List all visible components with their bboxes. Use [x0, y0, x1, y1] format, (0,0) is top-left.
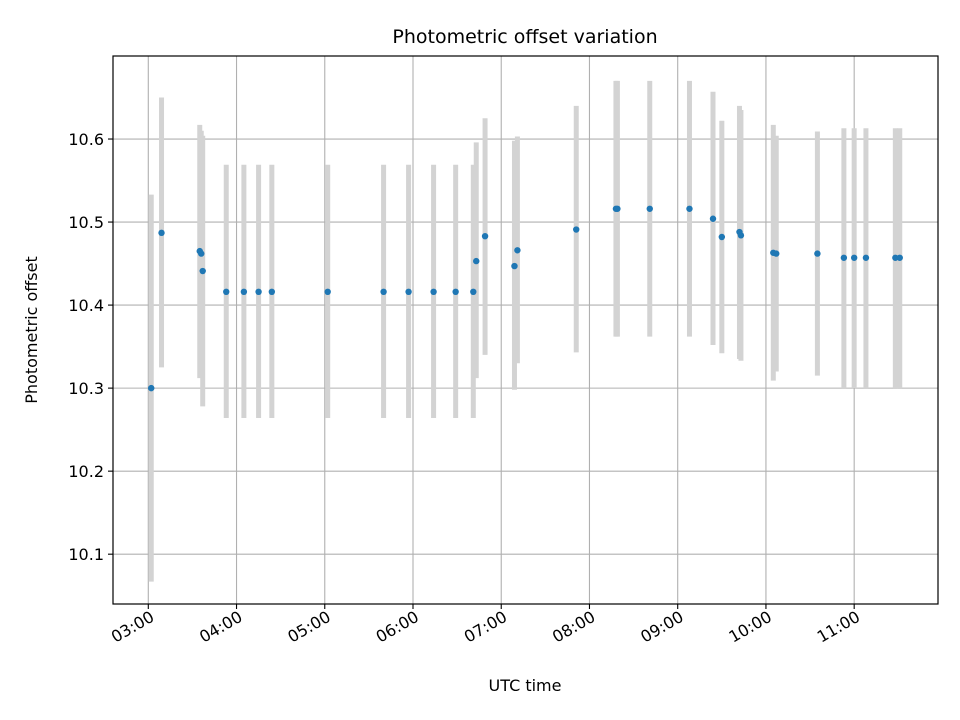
data-point: [481, 232, 489, 240]
y-tick-label: 10.6: [68, 130, 104, 149]
data-points: [148, 205, 903, 392]
data-point: [158, 229, 165, 237]
plot-frame: [112, 55, 939, 605]
data-point: [255, 288, 262, 296]
data-point: [840, 254, 848, 261]
data-point: [473, 257, 480, 265]
data-point: [148, 384, 155, 392]
data-point: [514, 247, 521, 254]
data-point: [814, 250, 821, 257]
y-tick-label: 10.3: [68, 379, 104, 398]
data-point: [511, 262, 518, 270]
y-tick-label: 10.2: [68, 462, 104, 481]
data-point: [268, 288, 276, 296]
y-tick-label: 10.4: [68, 296, 104, 315]
y-tick-label: 10.5: [68, 213, 104, 232]
data-point: [380, 288, 387, 296]
y-axis-ticks: 10.1 10.2 10.3 10.4 10.5 10.6: [68, 130, 113, 564]
data-point: [452, 288, 459, 296]
data-point: [614, 205, 621, 212]
data-point: [896, 254, 903, 261]
data-point: [405, 288, 412, 296]
data-point: [199, 267, 206, 275]
data-point: [324, 288, 331, 296]
data-point: [223, 288, 230, 296]
chart-title: Photometric offset variation: [392, 26, 657, 48]
y-tick-label: 10.1: [68, 545, 104, 564]
x-axis-label: UTC time: [489, 676, 562, 695]
data-point: [470, 288, 477, 296]
data-point: [850, 254, 858, 261]
data-point: [430, 288, 437, 296]
data-point: [198, 250, 205, 257]
y-axis-label: Photometric offset: [22, 256, 41, 404]
data-point: [773, 250, 780, 257]
data-point: [892, 254, 899, 261]
data-point: [862, 254, 870, 261]
data-point: [686, 205, 693, 212]
data-point: [240, 288, 248, 296]
data-point: [573, 226, 580, 233]
data-point: [646, 205, 653, 212]
data-point: [737, 232, 745, 239]
data-point: [718, 233, 726, 241]
data-point: [709, 215, 717, 222]
